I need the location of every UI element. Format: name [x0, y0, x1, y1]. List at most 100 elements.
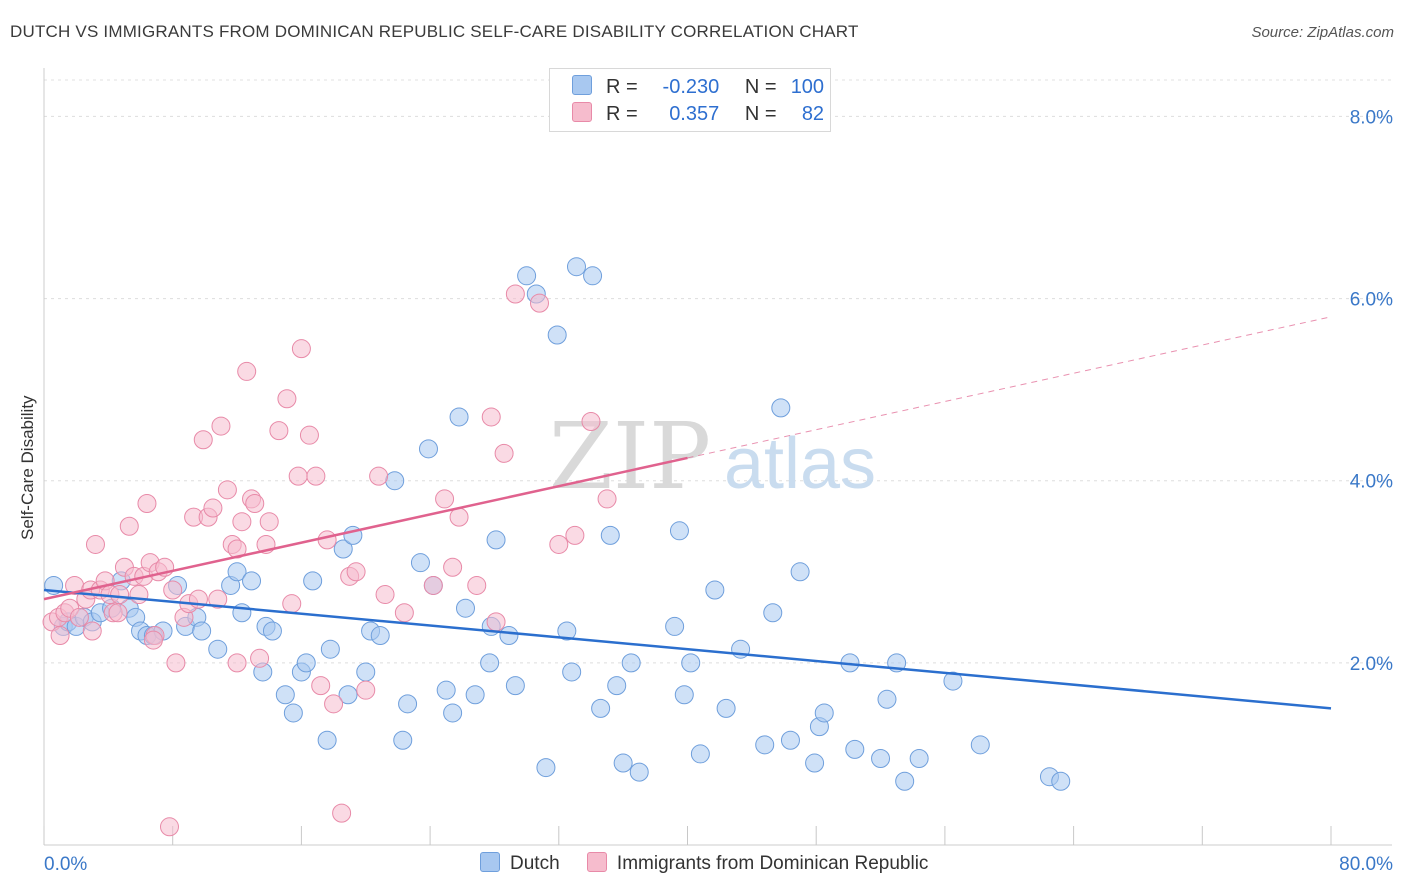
watermark-atlas: atlas — [724, 424, 876, 504]
dominican-point — [69, 607, 89, 627]
dutch-point — [566, 257, 586, 277]
dutch-point — [499, 626, 519, 646]
dutch-trend-line — [43, 588, 1332, 710]
dutch-point — [621, 653, 641, 673]
dominican-point — [494, 443, 514, 463]
dutch-point — [296, 653, 316, 673]
dutch-point — [629, 762, 649, 782]
dutch-point — [317, 730, 337, 750]
dominican-point — [193, 430, 213, 450]
dominican-point — [82, 621, 102, 641]
y-axis-label: Self-Care Disability — [18, 395, 37, 540]
dutch-point — [465, 685, 485, 705]
dutch-point — [398, 694, 418, 714]
dominican-point — [108, 603, 128, 623]
y-tick-label: 2.0% — [1350, 654, 1393, 675]
dutch-point — [845, 739, 865, 759]
dutch-point — [370, 626, 390, 646]
tick-labels: 2.0% 4.0% 6.0% 8.0% 0.0% 80.0% — [44, 107, 1393, 875]
dominican-point — [435, 489, 455, 509]
dominican-point — [375, 585, 395, 605]
dutch-point — [242, 571, 262, 591]
dutch-point — [393, 730, 413, 750]
chart-title: DUTCH VS IMMIGRANTS FROM DOMINICAN REPUB… — [10, 22, 859, 41]
dominican-point — [311, 676, 331, 696]
dominican-point — [332, 803, 352, 823]
legend-row-dutch: R = -0.230 N = 100 — [572, 75, 824, 101]
dominican-point — [277, 389, 297, 409]
dominican-point — [208, 589, 228, 609]
dutch-point — [505, 676, 525, 696]
dominican-point — [217, 480, 237, 500]
dominican-point — [423, 575, 443, 595]
legend-r-value: -0.230 — [662, 76, 720, 98]
dominican-point — [306, 466, 326, 486]
dutch-point — [943, 671, 963, 691]
dominican-point — [549, 534, 569, 554]
bottom-legend-dutch: Dutch — [480, 852, 560, 875]
dominican-point — [443, 557, 463, 577]
dominican-point — [597, 489, 617, 509]
legend-n-value: 82 — [801, 103, 825, 125]
dutch-point — [600, 525, 620, 545]
dominican-point — [486, 612, 506, 632]
x-tick-label-max: 80.0% — [1339, 854, 1393, 875]
legend-n-value: 100 — [790, 76, 825, 98]
dominican-point — [245, 493, 265, 513]
dominican-point — [203, 498, 223, 518]
dutch-point — [669, 521, 689, 541]
dominican-point — [291, 339, 311, 359]
dominican-point — [211, 416, 231, 436]
bottom-legend-dominican: Immigrants from Dominican Republic — [586, 852, 928, 875]
dominican-point — [481, 407, 501, 427]
dominican-point — [250, 648, 270, 668]
bottom-swatch-dutch — [480, 852, 500, 872]
dutch-point — [320, 639, 340, 659]
dutch-point — [970, 735, 990, 755]
dutch-point — [333, 539, 353, 559]
y-tick-label: 8.0% — [1350, 107, 1393, 128]
dominican-point — [137, 493, 157, 513]
dominican-point — [581, 412, 601, 432]
watermark-zip: ZIP — [549, 403, 711, 510]
axes — [43, 68, 1392, 846]
bottom-legend: Dutch Immigrants from Dominican Republic — [480, 852, 950, 875]
dutch-point — [410, 553, 430, 573]
dutch-point — [338, 685, 358, 705]
dutch-point — [591, 698, 611, 718]
dutch-point — [716, 698, 736, 718]
dutch-point — [385, 471, 405, 491]
dominican-point — [565, 525, 585, 545]
dominican-point — [324, 694, 344, 714]
dutch-point — [690, 744, 710, 764]
legend-r-value: 0.357 — [669, 103, 720, 125]
dutch-point — [208, 639, 228, 659]
dominican-point — [166, 653, 186, 673]
legend-n-label: N = — [744, 103, 777, 125]
dutch-point — [517, 266, 537, 286]
dutch-point — [480, 653, 500, 673]
dutch-point — [356, 662, 376, 682]
dominican-point — [269, 421, 289, 441]
dominican-point — [227, 653, 247, 673]
dutch-point — [613, 753, 633, 773]
dutch-point — [814, 703, 834, 723]
dutch-point — [909, 748, 929, 768]
dutch-point — [192, 621, 212, 641]
dominican-point — [282, 594, 302, 614]
dutch-point — [674, 685, 694, 705]
dutch-point — [455, 598, 475, 618]
y-tick-label: 6.0% — [1350, 290, 1393, 311]
legend-r-label: R = — [606, 103, 638, 125]
dominican-point — [129, 585, 149, 605]
dutch-point — [557, 621, 577, 641]
dutch-point — [275, 685, 295, 705]
dutch-point — [283, 703, 303, 723]
dominican-point — [163, 580, 183, 600]
dominican-point — [394, 603, 414, 623]
dominican-point — [467, 575, 487, 595]
dominican-point — [237, 361, 257, 381]
dominican-point — [317, 530, 337, 550]
dutch-point — [436, 680, 456, 700]
